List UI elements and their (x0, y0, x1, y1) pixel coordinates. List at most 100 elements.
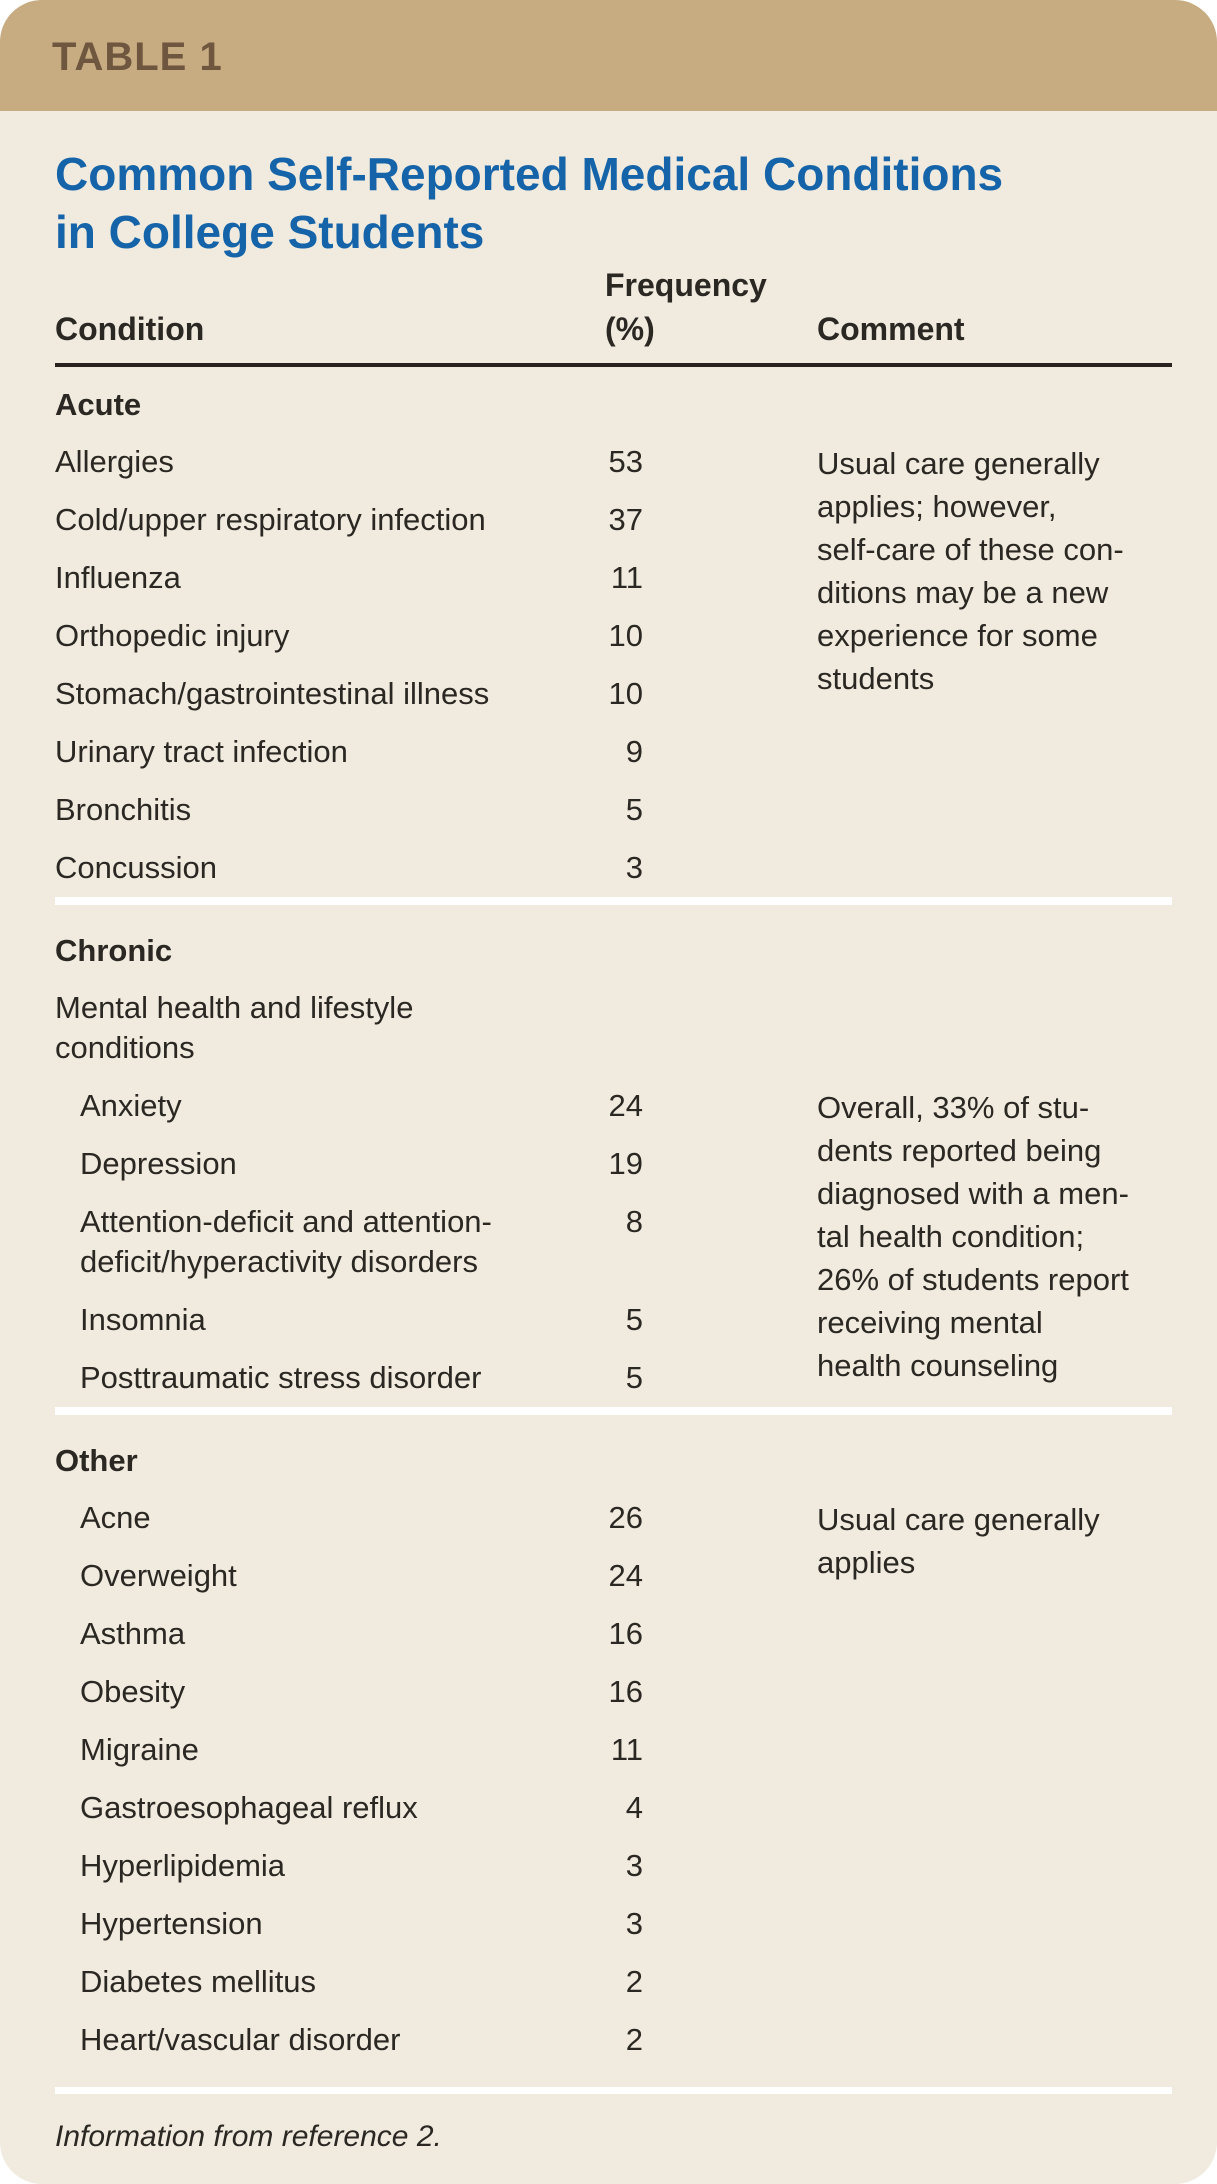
section-divider (55, 897, 1172, 905)
table-row: Cold/upper respiratory infection 37 (55, 491, 1172, 549)
header-row: Condition Frequency (%) Comment (55, 263, 1172, 367)
table-row: Influenza 11 (55, 549, 1172, 607)
frequency-cell: 2 (625, 2022, 643, 2057)
frequency-cell: 24 (608, 1088, 643, 1123)
table-row: Concussion 3 (55, 839, 1172, 897)
table-row: Allergies 53 Usual care generally applie… (55, 433, 1172, 696)
column-header-comment: Comment (643, 263, 1172, 367)
condition-cell: Asthma (80, 1616, 186, 1651)
column-header-frequency: Frequency (%) (605, 263, 767, 367)
table-row: Anxiety 24 Overall, 33% of stu- dents re… (55, 1077, 1172, 1383)
table-row: Orthopedic injury 10 (55, 607, 1172, 665)
section-divider (55, 1407, 1172, 1415)
column-header-condition: Condition (55, 263, 605, 367)
frequency-cell: 2 (625, 1964, 643, 1999)
section-label-other: Other (55, 1443, 138, 1478)
section-acute: Acute Allergies 53 Usual care generally … (55, 365, 1172, 897)
table-row: Gastroesophageal reflux 4 (55, 1779, 1172, 1837)
condition-cell: Bronchitis (55, 792, 192, 827)
section-other: Other Acne 26 Usual care generally appli… (55, 1407, 1172, 2069)
frequency-cell: 53 (608, 444, 643, 479)
condition-cell: Stomach/gastrointestinal illness (55, 676, 490, 711)
frequency-cell: 11 (610, 1732, 643, 1767)
frequency-cell: 16 (608, 1674, 643, 1709)
frequency-cell: 26 (608, 1500, 643, 1535)
table-row: Hypertension 3 (55, 1895, 1172, 1953)
table-row: Hyperlipidemia 3 (55, 1837, 1172, 1895)
footnote-divider (55, 2087, 1172, 2094)
condition-cell: Acne (80, 1500, 151, 1535)
condition-cell: Attention-deficit and attention-deficit/… (80, 1204, 492, 1279)
frequency-cell: 9 (625, 734, 643, 769)
condition-cell: Hypertension (80, 1906, 263, 1941)
frequency-cell: 24 (608, 1558, 643, 1593)
condition-cell: Obesity (80, 1674, 186, 1709)
frequency-cell: 5 (625, 1302, 643, 1337)
table-row: Attention-deficit and attention-deficit/… (55, 1193, 1172, 1291)
table-row: Obesity 16 (55, 1663, 1172, 1721)
table-row: Stomach/gastrointestinal illness 10 (55, 665, 1172, 723)
frequency-cell: 8 (625, 1204, 643, 1239)
condition-cell: Depression (80, 1146, 237, 1181)
table-header-band: TABLE 1 (0, 0, 1217, 111)
frequency-cell: 10 (608, 676, 643, 711)
condition-cell: Hyperlipidemia (80, 1848, 286, 1883)
subheader-row: Mental health and lifestyle conditions (55, 979, 1172, 1077)
section-label-acute: Acute (55, 387, 142, 422)
table-row: Asthma 16 (55, 1605, 1172, 1663)
condition-cell: Concussion (55, 850, 217, 885)
condition-cell: Allergies (55, 444, 174, 479)
table-row: Insomnia 5 (55, 1291, 1172, 1349)
table-card-body: Common Self-Reported Medical Conditions … (0, 111, 1217, 2184)
condition-cell: Urinary tract infection (55, 734, 348, 769)
condition-cell: Orthopedic injury (55, 618, 290, 653)
frequency-cell: 19 (608, 1146, 643, 1181)
frequency-cell: 5 (625, 792, 643, 827)
frequency-cell: 5 (625, 1360, 643, 1395)
comment-cell-acute: Usual care generally applies; however, s… (817, 446, 1124, 696)
table-row: Overweight 24 (55, 1547, 1172, 1605)
table-row: Acne 26 Usual care generally applies (55, 1489, 1172, 1580)
table-row: Bronchitis 5 (55, 781, 1172, 839)
frequency-cell-empty (605, 979, 643, 1077)
section-header-row: Other (55, 1415, 1172, 1489)
subheader-cell: Mental health and lifestyle conditions (55, 979, 605, 1077)
frequency-cell: 37 (608, 502, 643, 537)
condition-cell: Gastroesophageal reflux (80, 1790, 418, 1825)
table-column-headers: Condition Frequency (%) Comment (55, 263, 1172, 367)
section-label-chronic: Chronic (55, 933, 173, 968)
condition-cell: Migraine (80, 1732, 199, 1767)
section-header-row: Acute (55, 365, 1172, 433)
condition-cell: Anxiety (80, 1088, 182, 1123)
frequency-cell: 11 (610, 560, 643, 595)
table-row: Diabetes mellitus 2 (55, 1953, 1172, 2011)
table-row: Migraine 11 (55, 1721, 1172, 1779)
section-chronic: Chronic Mental health and lifestyle cond… (55, 897, 1172, 1407)
frequency-cell: 3 (625, 1906, 643, 1941)
table-label: TABLE 1 (52, 35, 223, 79)
comment-cell-other: Usual care generally applies (817, 1502, 1100, 1580)
condition-cell: Overweight (80, 1558, 237, 1593)
condition-cell: Posttraumatic stress disorder (80, 1360, 482, 1395)
condition-cell: Diabetes mellitus (80, 1964, 317, 1999)
frequency-cell: 16 (608, 1616, 643, 1651)
conditions-table: Condition Frequency (%) Comment Acute Al… (55, 263, 1172, 2069)
table-row: Heart/vascular disorder 2 (55, 2011, 1172, 2069)
comment-cell-chronic: Overall, 33% of stu- dents reported bein… (817, 1090, 1129, 1383)
table-row: Posttraumatic stress disorder 5 (55, 1349, 1172, 1407)
subheader-text: Mental health and lifestyle conditions (55, 990, 414, 1065)
comment-cell-empty (643, 979, 1172, 1077)
frequency-cell: 3 (625, 850, 643, 885)
frequency-cell: 10 (608, 618, 643, 653)
condition-cell: Cold/upper respiratory infection (55, 502, 486, 537)
frequency-cell: 4 (625, 1790, 643, 1825)
frequency-cell: 3 (625, 1848, 643, 1883)
footnote: Information from reference 2. (55, 2120, 442, 2153)
table-row: Depression 19 (55, 1135, 1172, 1193)
table-title: Common Self-Reported Medical Conditions … (55, 148, 1004, 258)
condition-cell: Influenza (55, 560, 181, 595)
condition-cell: Insomnia (80, 1302, 206, 1337)
condition-cell: Heart/vascular disorder (80, 2022, 401, 2057)
section-header-row: Chronic (55, 905, 1172, 979)
